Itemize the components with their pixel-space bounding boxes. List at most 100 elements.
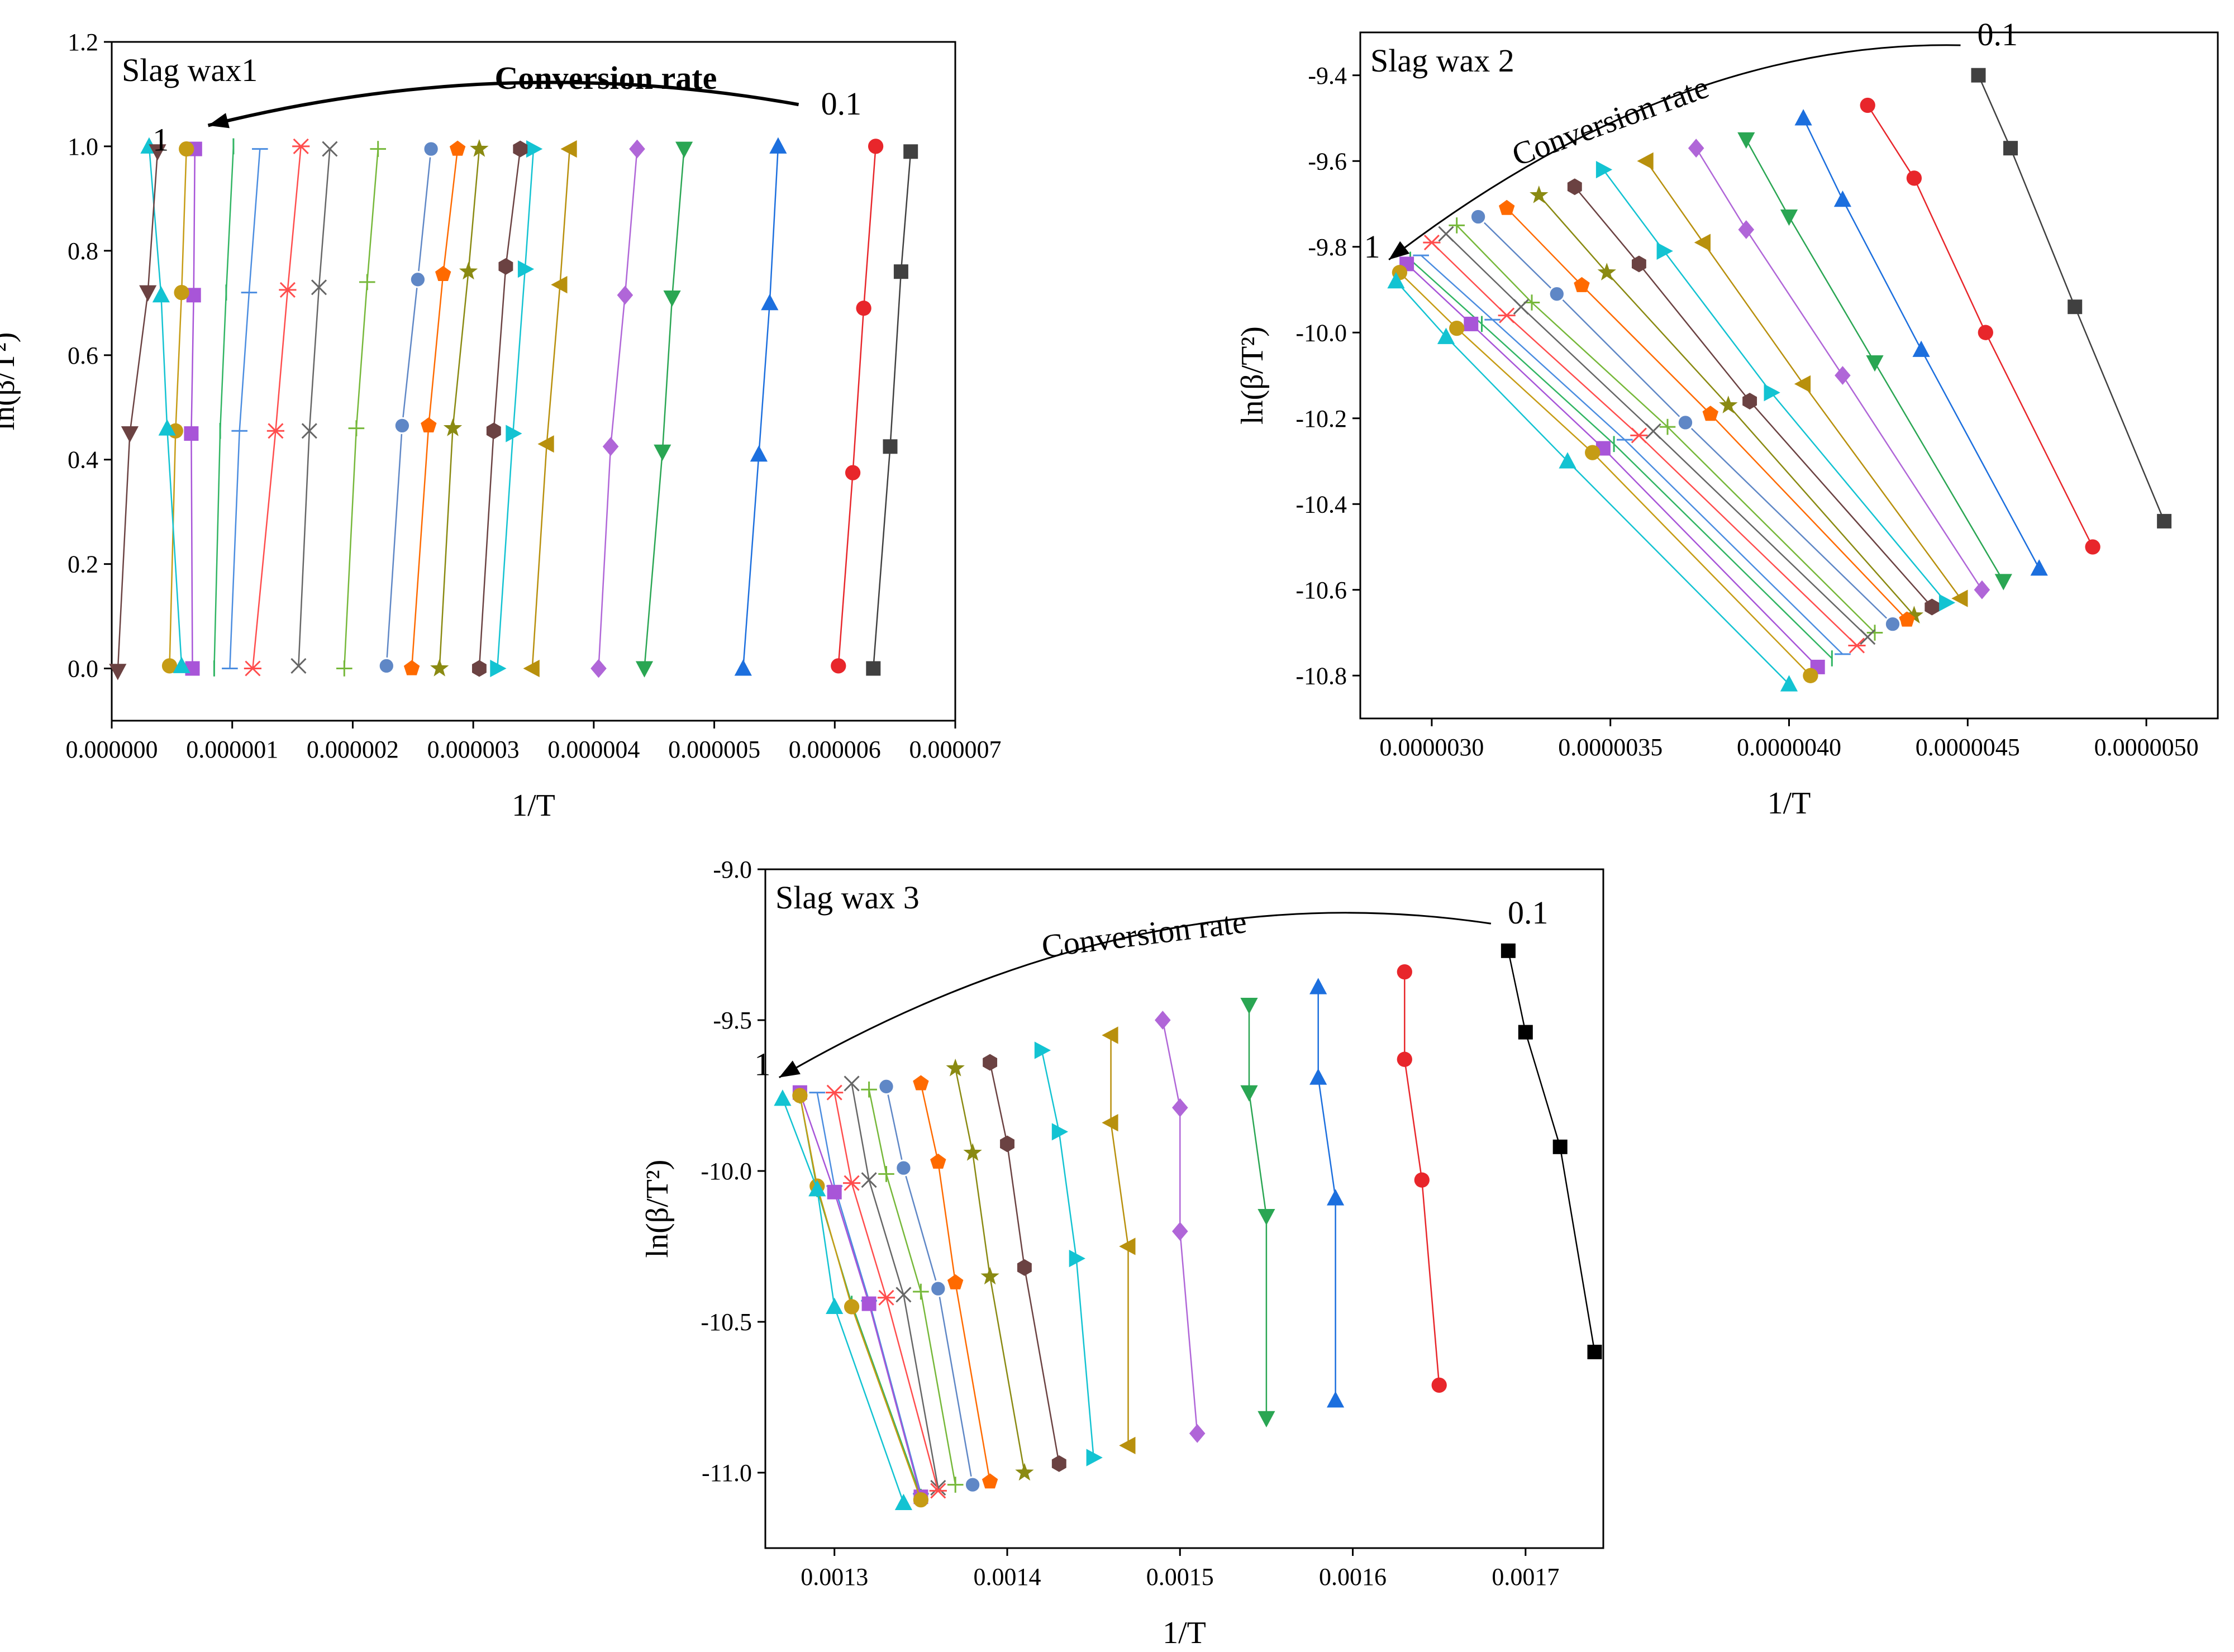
series-line <box>920 1083 991 1482</box>
series-line <box>1538 194 1915 616</box>
data-point <box>173 656 190 673</box>
series-line <box>816 1092 922 1494</box>
series-line <box>833 1092 939 1491</box>
series-0.75 <box>244 138 310 677</box>
circle-marker <box>913 1492 929 1508</box>
series-0.15 <box>831 139 884 674</box>
data-point <box>590 659 607 678</box>
data-point <box>1102 1114 1118 1132</box>
data-point <box>1530 185 1549 203</box>
data-point <box>1309 1068 1327 1085</box>
series-line <box>989 1062 1060 1464</box>
data-point <box>856 301 871 316</box>
data-point <box>930 1280 947 1297</box>
triangle-up-marker <box>826 1297 844 1314</box>
series-line <box>344 149 379 669</box>
data-point <box>513 140 528 158</box>
series-1 <box>109 144 166 680</box>
series-0.55 <box>403 140 466 675</box>
y-axis-label: ln(β/T²) <box>1235 326 1270 425</box>
data-point <box>1498 199 1515 215</box>
series-line <box>1602 169 1947 603</box>
asterisk-marker <box>279 282 297 298</box>
data-point <box>1587 1345 1602 1359</box>
series-line <box>885 1086 974 1485</box>
data-point <box>1327 1391 1345 1408</box>
triangle-down-marker <box>1257 1209 1275 1226</box>
data-point <box>1925 598 1940 616</box>
series-0.1 <box>866 144 918 676</box>
panel-title: Slag wax 2 <box>1370 42 1514 79</box>
data-point <box>1780 210 1798 226</box>
data-point <box>913 1075 929 1091</box>
data-point <box>174 284 189 301</box>
sphere-marker <box>1676 414 1694 431</box>
data-point <box>1051 1123 1069 1141</box>
conversion-end-label: 1 <box>153 122 169 158</box>
data-point <box>635 661 654 678</box>
circle-marker <box>1414 1172 1430 1188</box>
series-line <box>1802 117 2040 569</box>
data-point <box>903 144 918 159</box>
data-point <box>551 276 568 294</box>
series-0.15 <box>1860 97 2100 555</box>
data-point <box>826 1297 844 1314</box>
series-line <box>1645 160 1961 599</box>
y-tick-label: -10.5 <box>701 1308 752 1336</box>
series-0.5 <box>946 1058 1034 1481</box>
data-point <box>422 140 440 158</box>
data-point <box>1552 1139 1568 1154</box>
data-point <box>1899 611 1915 627</box>
data-point <box>1702 406 1719 421</box>
data-point <box>1414 1172 1430 1188</box>
triangle-up-marker <box>769 137 787 154</box>
diamond-marker <box>1155 1011 1171 1030</box>
series-0.2 <box>1309 978 1345 1408</box>
data-point <box>1630 427 1648 444</box>
data-point <box>1155 1011 1171 1030</box>
circle-marker <box>1978 325 1993 340</box>
pentagon-marker <box>913 1075 929 1091</box>
data-point <box>1501 943 1516 958</box>
series-0.7 <box>290 141 338 674</box>
x-axis-label: 1/T <box>512 788 555 823</box>
series-line <box>1399 272 1811 677</box>
data-point <box>1833 191 1851 207</box>
series-0.55 <box>913 1075 998 1489</box>
y-tick-label: -9.4 <box>1308 62 1347 89</box>
hexagon-marker <box>471 660 487 677</box>
triangle-left-marker <box>1694 234 1711 251</box>
triangle-left-marker <box>1102 1114 1118 1132</box>
circle-marker <box>792 1088 808 1103</box>
data-point <box>1866 625 1883 641</box>
data-point <box>443 418 463 436</box>
y-tick-label: -10.0 <box>1295 319 1347 346</box>
arrow-head <box>1389 241 1410 260</box>
x-tick-label: 0.000000 <box>66 736 158 763</box>
arrow-head <box>208 113 230 128</box>
circle-marker <box>844 1299 860 1315</box>
series-line <box>169 149 187 666</box>
series-line <box>1867 104 2094 548</box>
asterisk-marker <box>929 1483 947 1499</box>
star-marker <box>1719 396 1738 413</box>
square-marker <box>2003 141 2018 156</box>
data-point <box>930 1479 946 1496</box>
data-point <box>1574 277 1590 292</box>
x-tick-label: 0.0017 <box>1492 1563 1559 1591</box>
data-point <box>2085 539 2100 555</box>
series-line <box>213 146 235 669</box>
data-point <box>449 140 466 156</box>
data-point <box>2068 299 2083 315</box>
series-0.95 <box>161 141 194 674</box>
chart-panel-slag-wax-3: 0.0013 0.0014 0.0015 0.0016 0.0017 -11.0 -10.5… <box>640 856 1604 1650</box>
data-point <box>1645 423 1661 439</box>
star-marker <box>1015 1463 1034 1481</box>
series-line <box>1431 242 1857 646</box>
data-point <box>1764 384 1780 402</box>
data-point <box>1659 418 1676 435</box>
series-1 <box>774 1089 912 1510</box>
triangle-right-marker <box>1656 242 1673 260</box>
triangle-down-marker <box>1737 132 1755 149</box>
